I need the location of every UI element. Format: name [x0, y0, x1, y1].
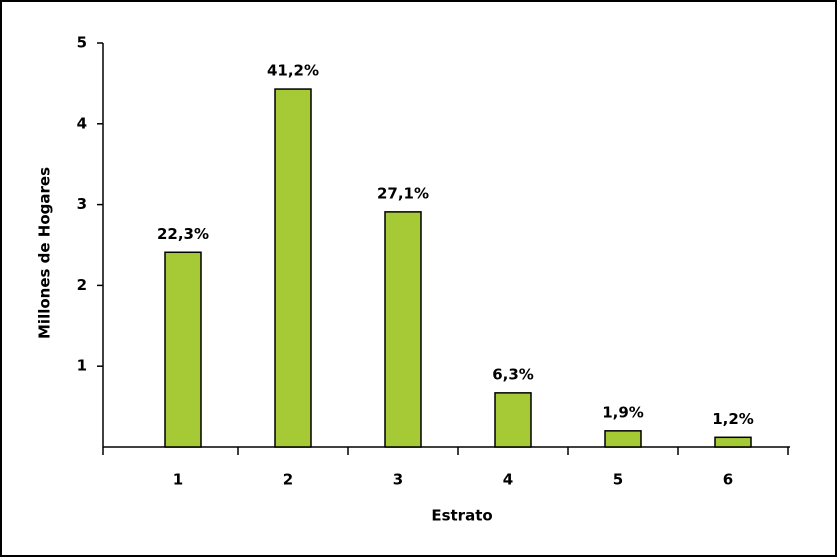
bar-label: 27,1%: [377, 184, 429, 202]
bar-label: 22,3%: [157, 225, 209, 243]
y-tick-label: 4: [77, 114, 87, 132]
x-tick-label: 4: [503, 471, 513, 489]
bar: [494, 392, 532, 448]
bar: [714, 436, 752, 448]
bar-label: 41,2%: [267, 62, 319, 80]
x-tick-label: 2: [283, 471, 293, 489]
y-axis-label: Millones de Hogares: [36, 167, 54, 339]
x-axis-label: Estrato: [431, 507, 492, 525]
x-tick-label: 3: [393, 471, 403, 489]
bar-label: 1,9%: [602, 403, 644, 421]
bar: [274, 88, 312, 448]
y-tick-label: 1: [77, 357, 87, 375]
y-tick-label: 5: [77, 34, 87, 52]
bar: [384, 211, 422, 448]
y-tick-label: 3: [77, 195, 87, 213]
x-tick-label: 1: [173, 471, 183, 489]
x-tick-label: 6: [723, 471, 733, 489]
bar: [604, 430, 642, 448]
bar-label: 6,3%: [492, 365, 534, 383]
y-tick-label: 2: [77, 276, 87, 294]
x-tick-label: 5: [613, 471, 623, 489]
bar-label: 1,2%: [712, 410, 754, 428]
bar: [164, 251, 202, 448]
